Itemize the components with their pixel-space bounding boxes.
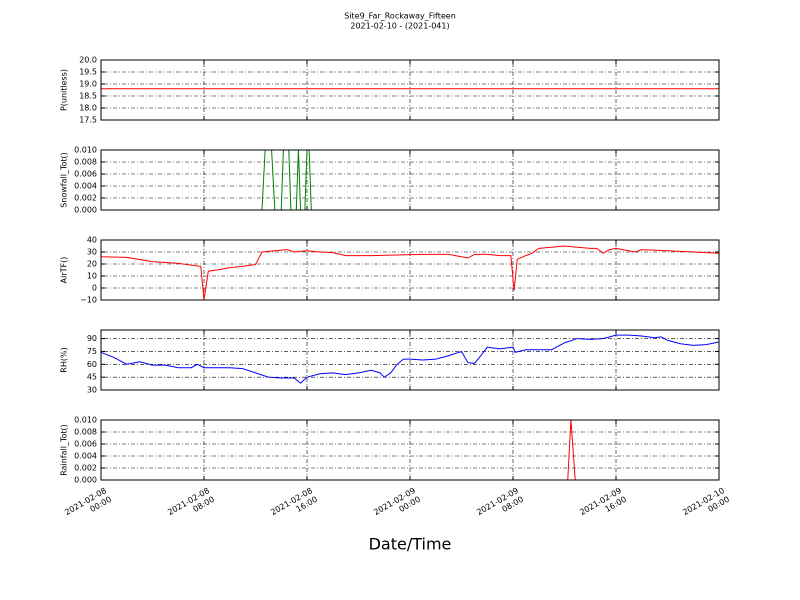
- y-tick-label: 60: [87, 360, 97, 369]
- chart-title: Site9_Far_Rockaway_Fifteen: [344, 12, 456, 21]
- y-tick-label: 75: [87, 347, 97, 356]
- y-tick-label: 0.008: [74, 158, 97, 167]
- y-tick-label: 20: [87, 260, 97, 269]
- y-tick-label: 10: [87, 272, 97, 281]
- y-tick-label: 0.002: [74, 464, 97, 473]
- y-tick-label: 19.0: [79, 80, 97, 89]
- panel: 17.5 18.0 18.5 19.0 19.5 20.0 P(unitless): [60, 56, 720, 125]
- panel: 0.000 0.002 0.004 0.006 0.008 0.010 Rainfall_T…: [60, 416, 720, 485]
- y-axis-label: Rainfall_Tot(): [60, 424, 69, 476]
- x-axis-label: Date/Time: [369, 535, 452, 554]
- y-tick-label: 0.006: [74, 170, 97, 179]
- y-axis-label: Snowfall_Tot(): [60, 152, 69, 208]
- panel: −10 0 10 20 30 40 AirTF(): [60, 236, 720, 305]
- y-tick-label: 30: [87, 248, 97, 257]
- plot-frame: [100, 239, 720, 301]
- y-tick-label: 19.5: [79, 68, 97, 77]
- y-axis-label: AirTF(): [60, 257, 69, 284]
- y-tick-label: −10: [80, 296, 97, 305]
- y-tick-label: 0: [92, 284, 97, 293]
- plot-frame: [100, 329, 720, 391]
- y-axis-label: RH(%): [60, 347, 69, 372]
- data-line: [101, 334, 719, 384]
- y-tick-label: 0.002: [74, 194, 97, 203]
- y-tick-label: 20.0: [79, 56, 97, 65]
- panel: 30 45 60 75 90 RH(%): [60, 329, 720, 395]
- y-tick-label: 30: [87, 386, 97, 395]
- y-tick-label: 0.000: [74, 476, 97, 485]
- plot-frame: [100, 149, 720, 211]
- y-tick-label: 0.004: [74, 452, 97, 461]
- y-tick-label: 40: [87, 236, 97, 245]
- y-tick-label: 18.0: [79, 104, 97, 113]
- y-tick-label: 0.010: [74, 416, 97, 425]
- chart-subtitle: 2021-02-10 - (2021-041): [350, 22, 449, 31]
- y-tick-label: 0.004: [74, 182, 97, 191]
- plot-frame: [100, 419, 720, 481]
- panel: 0.000 0.002 0.004 0.006 0.008 0.010 Snowfall_T…: [60, 146, 720, 215]
- y-tick-label: 0.010: [74, 146, 97, 155]
- y-tick-label: 0.008: [74, 428, 97, 437]
- data-line: [101, 245, 719, 300]
- y-tick-label: 0.006: [74, 440, 97, 449]
- y-tick-label: 17.5: [79, 116, 97, 125]
- y-axis-label: P(unitless): [60, 69, 69, 111]
- y-tick-label: 18.5: [79, 92, 97, 101]
- plot-frame: [100, 59, 720, 121]
- y-tick-label: 0.000: [74, 206, 97, 215]
- y-tick-label: 90: [87, 334, 97, 343]
- y-tick-label: 45: [87, 373, 97, 382]
